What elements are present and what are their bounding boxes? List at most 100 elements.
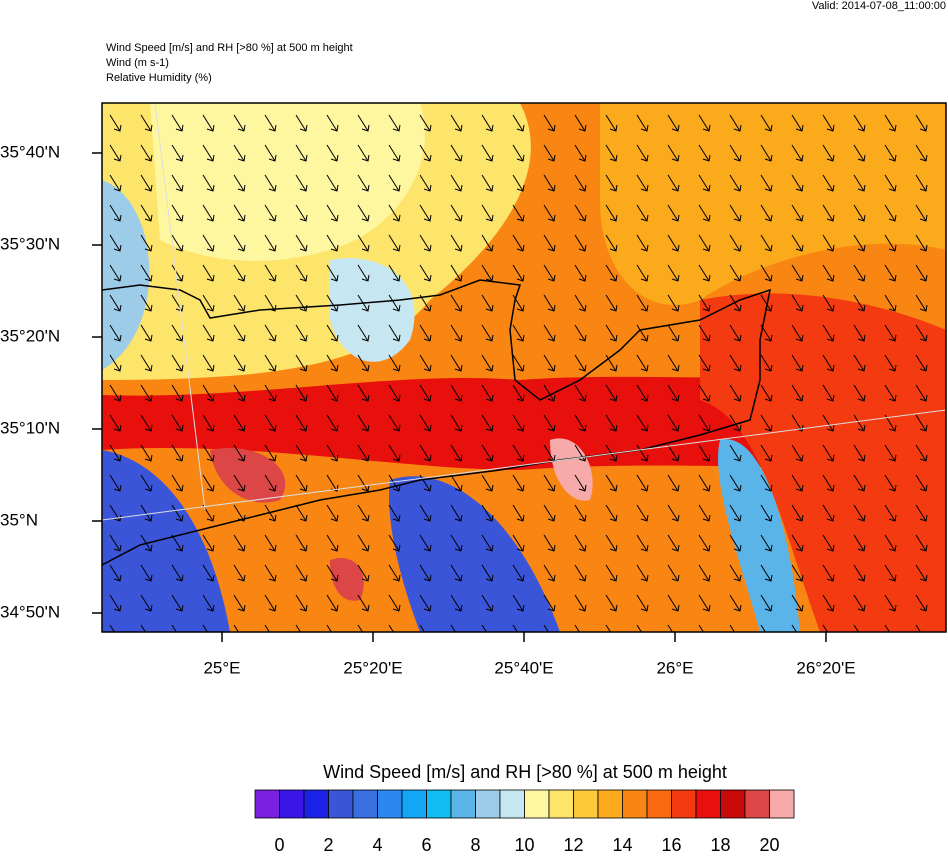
wind-arrow — [481, 144, 494, 162]
wind-arrow — [915, 444, 928, 462]
wind-arrow — [264, 414, 277, 432]
wind-arrow — [233, 624, 239, 632]
wind-arrow — [357, 534, 370, 552]
wind-arrow — [667, 474, 680, 492]
colorbar-box — [352, 789, 378, 819]
wind-arrow — [574, 294, 587, 312]
wind-arrow — [264, 444, 277, 462]
wind-arrow — [419, 534, 432, 552]
wind-arrow — [295, 504, 308, 522]
wind-arrow — [822, 114, 835, 132]
wind-arrow — [667, 504, 680, 522]
wind-arrow — [605, 324, 618, 342]
wind-arrow — [574, 354, 587, 372]
wind-arrow — [605, 294, 618, 312]
wind-arrow — [729, 564, 742, 582]
wind-arrow — [109, 114, 122, 132]
wind-arrow — [481, 414, 494, 432]
wind-arrow — [915, 564, 928, 582]
wind-arrow — [760, 234, 773, 252]
wind-arrow — [326, 294, 339, 312]
wind-arrow — [202, 174, 215, 192]
wind-arrow — [760, 474, 773, 492]
lon-label: 25°20'E — [343, 658, 402, 677]
wind-arrow — [853, 414, 866, 432]
wind-arrow — [264, 324, 277, 342]
wind-arrow — [760, 294, 773, 312]
wind-arrow — [512, 114, 525, 132]
wind-arrow — [698, 474, 711, 492]
wind-arrow — [109, 174, 122, 192]
wind-arrow — [233, 324, 246, 342]
wind-arrow — [419, 564, 432, 582]
wind-arrow — [295, 594, 308, 612]
wind-arrow — [140, 624, 146, 632]
wind-arrow — [481, 114, 494, 132]
wind-arrow — [574, 144, 587, 162]
wind-arrow — [450, 594, 463, 612]
wind-arrow — [822, 624, 828, 632]
colorbar-box — [475, 789, 501, 819]
wind-arrow — [326, 114, 339, 132]
wind-arrow — [357, 384, 370, 402]
wind-arrow — [357, 324, 370, 342]
wind-arrow — [233, 534, 246, 552]
wind-arrow — [202, 414, 215, 432]
wind-arrow — [419, 594, 432, 612]
wind-arrow — [326, 264, 339, 282]
colorbar-box — [597, 789, 623, 819]
wind-arrow — [202, 204, 215, 222]
wind-arrow — [388, 474, 401, 492]
wind-arrow — [109, 444, 122, 462]
wind-arrow — [667, 174, 680, 192]
colorbar-title: Wind Speed [m/s] and RH [>80 %] at 500 m… — [323, 762, 727, 782]
wind-arrow — [853, 444, 866, 462]
wind-arrow — [388, 624, 394, 632]
colorbar-label: 14 — [612, 835, 632, 854]
wind-arrow — [915, 384, 928, 402]
wind-arrow — [233, 354, 246, 372]
wind-arrow — [698, 144, 711, 162]
wind-arrow — [636, 324, 649, 342]
wind-arrow — [853, 354, 866, 372]
wind-arrow — [853, 264, 866, 282]
wind-arrow — [388, 534, 401, 552]
wind-arrow — [698, 204, 711, 222]
wind-arrow — [264, 384, 277, 402]
wind-arrow — [481, 234, 494, 252]
lat-label: 35°40'N — [0, 142, 60, 161]
wind-arrow — [326, 324, 339, 342]
wind-arrow — [109, 534, 122, 552]
wind-arrow — [326, 534, 339, 552]
wind-arrow — [388, 594, 401, 612]
wind-arrow — [822, 504, 835, 522]
colorbar-box — [450, 789, 476, 819]
wind-arrow — [481, 204, 494, 222]
wind-arrow — [636, 114, 649, 132]
wind-arrow — [543, 504, 556, 522]
wind-arrow — [202, 594, 215, 612]
wind-arrow — [295, 624, 301, 632]
wind-arrow — [791, 444, 804, 462]
wind-arrow — [822, 474, 835, 492]
wind-arrow — [512, 234, 525, 252]
wind-arrow — [233, 444, 246, 462]
wind-arrow — [295, 324, 308, 342]
wind-arrow — [574, 234, 587, 252]
wind-arrow — [450, 204, 463, 222]
wind-arrow — [884, 114, 897, 132]
wind-arrow — [915, 144, 928, 162]
wind-arrow — [512, 534, 525, 552]
wind-arrow — [760, 504, 773, 522]
wind-arrow — [667, 534, 680, 552]
wind-arrow — [605, 114, 618, 132]
colorbar-label: 8 — [470, 835, 480, 854]
wind-arrow — [450, 624, 456, 632]
wind-arrow — [109, 354, 122, 372]
wind-arrow — [295, 114, 308, 132]
wind-arrow — [388, 384, 401, 402]
wind-arrow — [636, 264, 649, 282]
wind-arrow — [543, 384, 556, 402]
wind-arrow — [543, 294, 556, 312]
